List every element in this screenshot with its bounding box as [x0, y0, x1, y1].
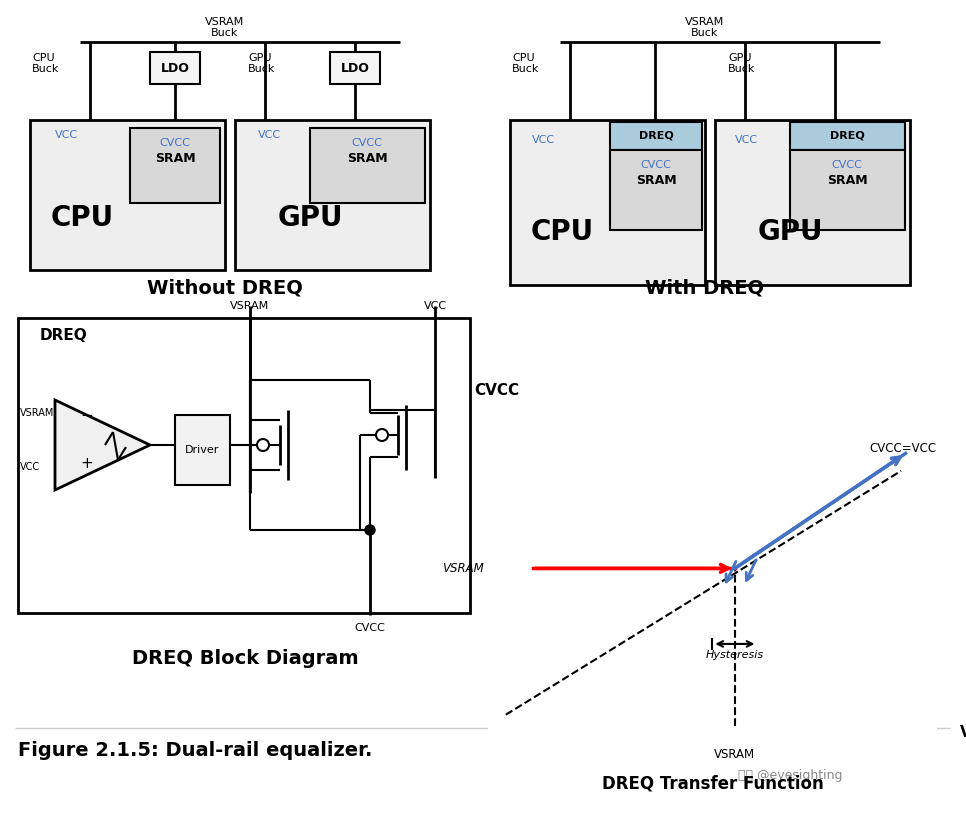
Circle shape: [257, 439, 269, 451]
Text: DREQ: DREQ: [40, 329, 88, 344]
Bar: [715, 120, 910, 285]
Text: CVCC: CVCC: [355, 623, 385, 633]
Text: CVCC: CVCC: [352, 138, 383, 148]
Text: GPU: GPU: [248, 53, 271, 63]
Text: CVCC=VCC: CVCC=VCC: [869, 442, 937, 455]
Bar: [30, 120, 225, 270]
Text: CPU: CPU: [50, 204, 114, 232]
Text: CVCC: CVCC: [159, 138, 190, 148]
Text: With DREQ: With DREQ: [645, 278, 764, 298]
Text: VCC: VCC: [532, 135, 555, 145]
Text: GPU: GPU: [277, 204, 343, 232]
Polygon shape: [55, 400, 150, 490]
Circle shape: [376, 429, 388, 441]
Bar: [790, 122, 905, 150]
Text: SRAM: SRAM: [827, 173, 867, 187]
Text: DREQ Transfer Function: DREQ Transfer Function: [602, 775, 823, 793]
Bar: [235, 120, 430, 270]
Text: CVCC: CVCC: [640, 160, 671, 170]
Text: VSRAM: VSRAM: [230, 301, 270, 311]
Text: Buck: Buck: [248, 64, 275, 74]
Text: DREQ Block Diagram: DREQ Block Diagram: [131, 649, 358, 667]
Circle shape: [365, 525, 375, 535]
Bar: [330, 52, 380, 84]
Text: VSRAM: VSRAM: [206, 17, 244, 27]
Text: Figure 2.1.5: Dual-rail equalizer.: Figure 2.1.5: Dual-rail equalizer.: [18, 740, 372, 759]
Text: −: −: [80, 407, 93, 423]
Text: DREQ: DREQ: [830, 131, 865, 141]
Text: CVCC: CVCC: [832, 160, 863, 170]
Text: VCC: VCC: [258, 130, 281, 140]
Text: Buck: Buck: [212, 28, 239, 38]
Bar: [610, 122, 702, 150]
Text: VCC: VCC: [55, 130, 78, 140]
Text: LDO: LDO: [341, 61, 369, 74]
Text: Buck: Buck: [512, 64, 539, 74]
Text: CVCC: CVCC: [474, 384, 520, 398]
Text: VCC: VCC: [735, 135, 758, 145]
Text: 知乎 @eyesighting: 知乎 @eyesighting: [738, 768, 842, 781]
Text: CPU: CPU: [530, 218, 593, 246]
Text: VSRAM: VSRAM: [20, 408, 54, 418]
Text: SRAM: SRAM: [636, 173, 676, 187]
Bar: [510, 120, 705, 285]
Text: Buck: Buck: [32, 64, 59, 74]
Bar: [310, 128, 425, 203]
Text: CPU: CPU: [32, 53, 55, 63]
Text: VSRAM: VSRAM: [441, 562, 483, 575]
Bar: [18, 318, 470, 613]
Bar: [130, 128, 220, 203]
Text: VCC: VCC: [959, 725, 966, 739]
Text: DREQ: DREQ: [639, 131, 673, 141]
Text: CPU: CPU: [512, 53, 534, 63]
Text: VCC: VCC: [20, 462, 41, 472]
Text: Without DREQ: Without DREQ: [147, 278, 303, 298]
Text: SRAM: SRAM: [347, 151, 387, 164]
Text: VSRAM: VSRAM: [714, 748, 755, 761]
Text: Driver: Driver: [185, 445, 219, 455]
Text: SRAM: SRAM: [155, 151, 195, 164]
Text: VSRAM: VSRAM: [685, 17, 724, 27]
Text: GPU: GPU: [728, 53, 752, 63]
Text: Buck: Buck: [728, 64, 755, 74]
Bar: [175, 415, 230, 485]
Text: Hysteresis: Hysteresis: [706, 650, 764, 660]
Text: Buck: Buck: [692, 28, 719, 38]
Text: VCC: VCC: [423, 301, 446, 311]
Bar: [150, 52, 200, 84]
Bar: [610, 150, 702, 230]
Text: LDO: LDO: [160, 61, 189, 74]
Text: +: +: [80, 456, 93, 470]
Bar: [790, 150, 905, 230]
Text: GPU: GPU: [757, 218, 823, 246]
